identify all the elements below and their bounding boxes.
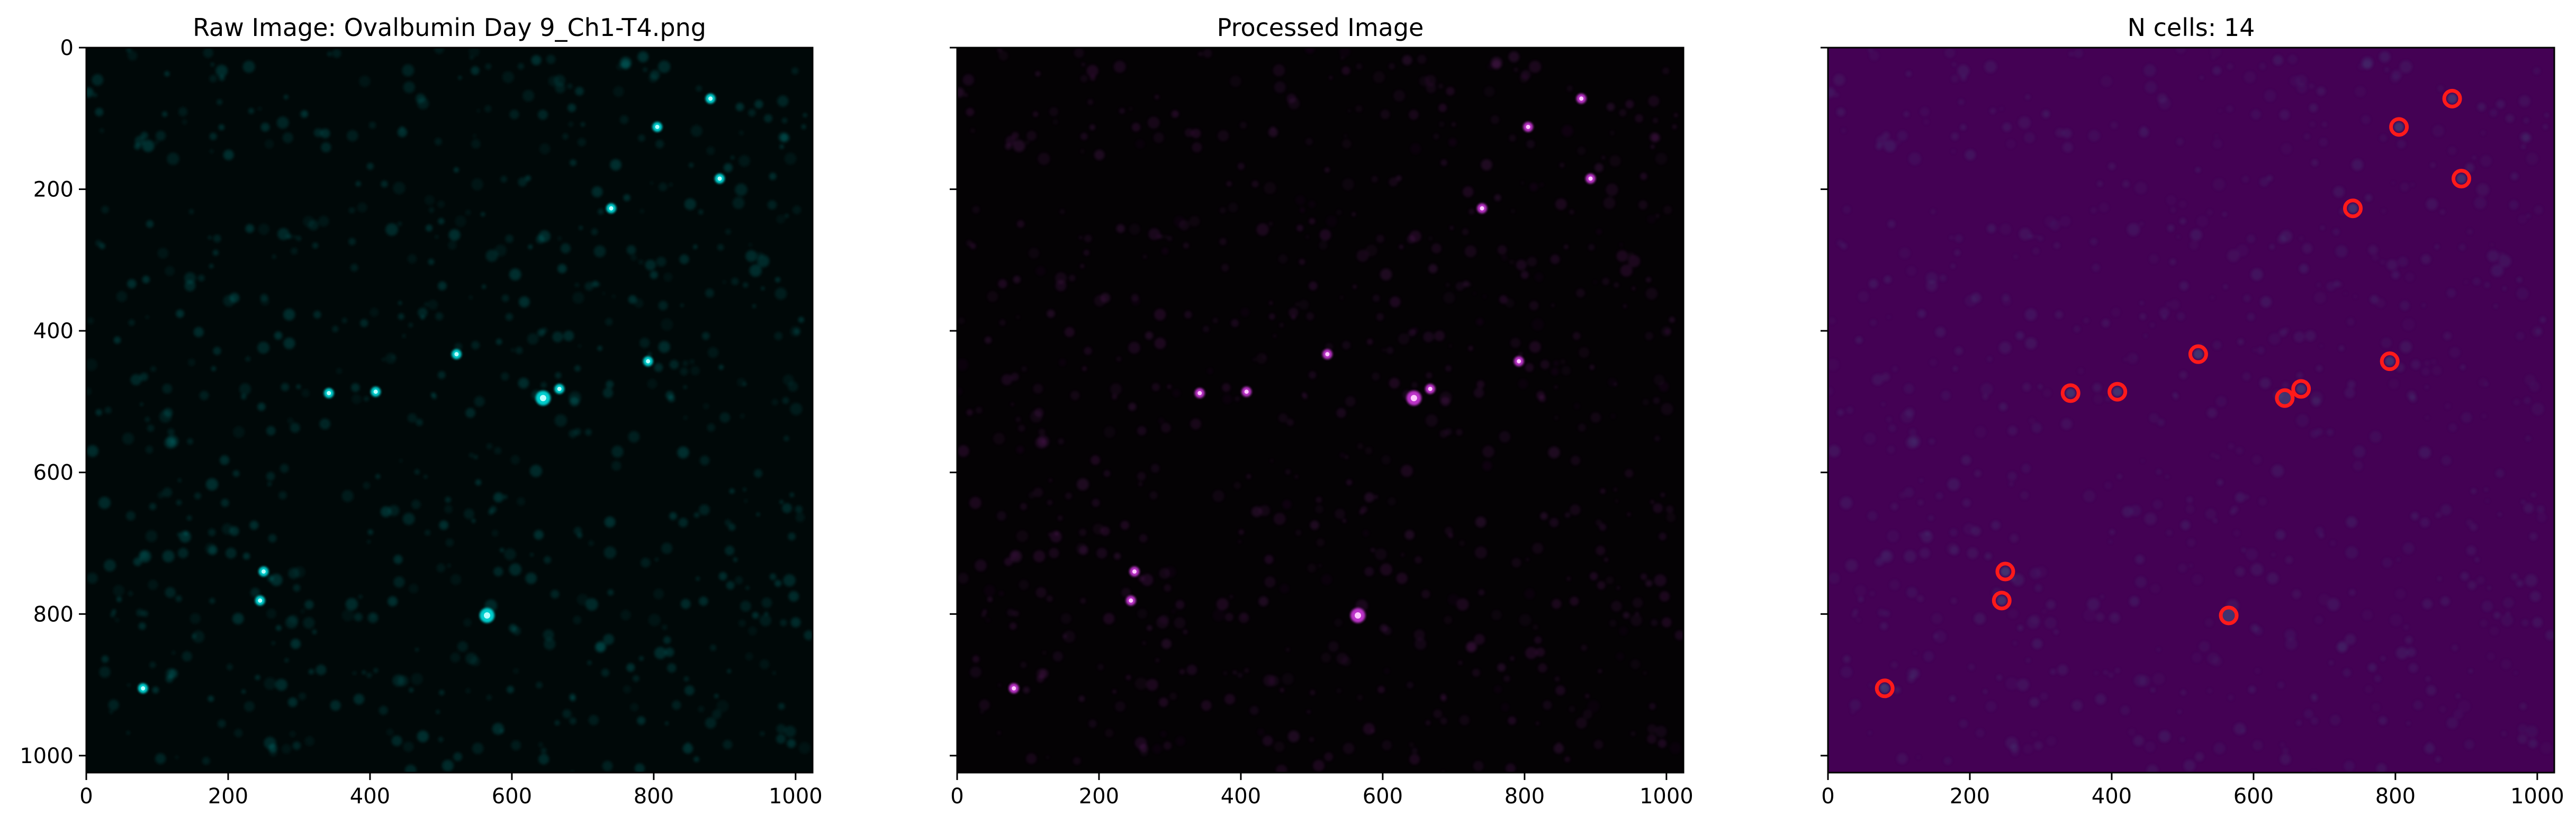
panel-title: N cells: 14 — [2128, 13, 2255, 42]
cell-marker-12 — [1992, 591, 2012, 611]
bright-spot-core — [1129, 598, 1133, 603]
y-tick-label: 200 — [33, 178, 74, 202]
bright-spot-core — [454, 352, 459, 357]
bright-spot-core — [609, 206, 614, 211]
bright-spot-core — [261, 569, 266, 574]
bright-spot — [2000, 566, 2011, 577]
bright-spot-core — [1526, 124, 1530, 129]
x-tick-label: 800 — [1505, 784, 1545, 809]
bright-spot — [2447, 93, 2457, 104]
bright-spot-core — [1428, 386, 1433, 391]
bright-spot-core — [1517, 359, 1521, 364]
cell-marker-2 — [2389, 117, 2409, 137]
cell-marker-6 — [2380, 351, 2400, 371]
cell-marker-8 — [2107, 382, 2128, 402]
axes-frame — [1827, 47, 2555, 774]
bright-spot — [2065, 388, 2076, 398]
bright-spot-core — [258, 598, 263, 603]
y-tick-label: 600 — [33, 461, 74, 485]
image-background — [86, 48, 813, 773]
bright-spot-core — [1012, 686, 1016, 691]
panel-3: N cells: 14 0 200 400 600 800 1000 — [1821, 13, 2564, 809]
x-tick-label: 200 — [1079, 784, 1119, 809]
y-tick-label: 1000 — [20, 744, 74, 768]
bright-spot — [1996, 595, 2007, 606]
bright-spot-core — [557, 386, 562, 391]
bright-spot — [2193, 349, 2203, 359]
bright-spot-core — [717, 176, 722, 181]
cell-marker-13 — [2219, 605, 2239, 625]
bright-spot-core — [327, 391, 331, 395]
axes-frame — [956, 47, 1685, 774]
image-texture — [1828, 48, 2554, 773]
x-tick-label: 0 — [1821, 784, 1834, 809]
x-tick-label: 1000 — [769, 784, 823, 809]
bright-spot — [2384, 356, 2395, 367]
x-tick-label: 400 — [1221, 784, 1261, 809]
bright-spot-core — [646, 359, 651, 364]
image-texture — [86, 48, 813, 773]
image-texture — [957, 48, 1683, 773]
axes-frame — [85, 47, 814, 774]
x-tick-label: 200 — [1950, 784, 1990, 809]
x-tick-label: 600 — [1363, 784, 1403, 809]
bright-spot-core — [1132, 569, 1137, 574]
bright-spot-core — [539, 395, 546, 402]
bright-spot — [1879, 683, 1890, 694]
bright-spot-core — [1244, 389, 1249, 394]
bright-spot-core — [1588, 176, 1593, 181]
cell-marker-14 — [1875, 678, 1895, 699]
bright-spot-core — [141, 686, 146, 691]
bright-spot-core — [1579, 96, 1584, 101]
y-tick-label: 0 — [60, 36, 74, 60]
panel-title: Processed Image — [1217, 13, 1424, 42]
cell-marker-3 — [2451, 169, 2471, 189]
image-background — [957, 48, 1683, 773]
bright-spot-core — [1354, 612, 1362, 619]
bright-spot-core — [1197, 391, 1202, 395]
bright-spot — [2456, 174, 2466, 184]
panel-1: Raw Image: Ovalbumin Day 9_Ch1-T4.png 0 20… — [20, 13, 823, 809]
bright-spot — [2296, 384, 2307, 394]
x-tick-label: 200 — [208, 784, 248, 809]
cell-marker-1 — [2442, 88, 2462, 108]
x-tick-label: 600 — [492, 784, 532, 809]
x-tick-label: 400 — [2092, 784, 2132, 809]
bright-spot-core — [655, 124, 660, 129]
bright-spot — [2277, 391, 2292, 406]
image-background — [1828, 48, 2554, 773]
x-tick-label: 600 — [2233, 784, 2274, 809]
bright-spot-core — [1480, 206, 1484, 211]
bright-spot — [2394, 122, 2404, 132]
bright-spot — [2221, 608, 2237, 623]
x-tick-label: 1000 — [1640, 784, 1694, 809]
x-tick-label: 400 — [350, 784, 390, 809]
cell-marker-7 — [2060, 383, 2080, 403]
bright-spot — [2348, 203, 2358, 214]
x-tick-label: 0 — [950, 784, 963, 809]
bright-spot-core — [373, 389, 378, 394]
x-tick-label: 800 — [634, 784, 674, 809]
y-tick-label: 400 — [33, 319, 74, 343]
bright-spot-core — [708, 96, 713, 101]
cell-marker-11 — [1995, 561, 2015, 582]
cell-marker-9 — [2291, 379, 2311, 399]
bright-spot-core — [1410, 395, 1417, 402]
x-tick-label: 1000 — [2510, 784, 2564, 809]
bright-spot — [2112, 386, 2123, 397]
x-tick-label: 0 — [79, 784, 93, 809]
cell-marker-10 — [2275, 388, 2295, 408]
panel-2: Processed Image 0 200 400 600 800 1000 — [950, 13, 1694, 809]
bright-spot-core — [483, 612, 491, 619]
cell-marker-4 — [2343, 198, 2363, 219]
cell-marker-5 — [2188, 344, 2208, 364]
y-tick-label: 800 — [33, 602, 74, 627]
panel-title: Raw Image: Ovalbumin Day 9_Ch1-T4.png — [193, 13, 706, 42]
x-tick-label: 800 — [2375, 784, 2416, 809]
bright-spot-core — [1325, 352, 1330, 357]
